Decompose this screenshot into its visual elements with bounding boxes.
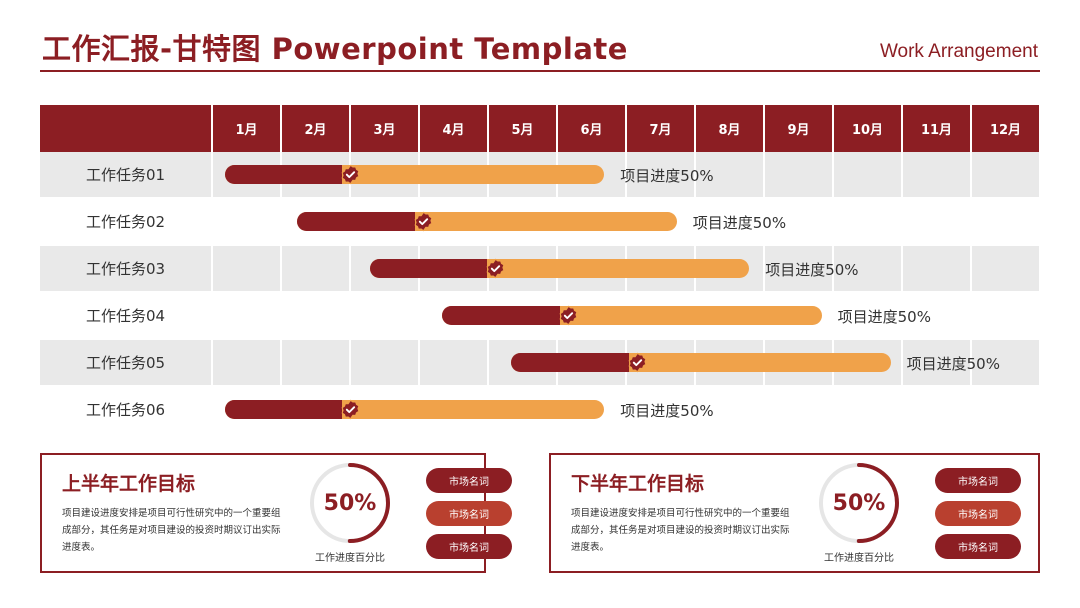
- month-header-6: 6月: [556, 105, 625, 152]
- progress-value: 50%: [833, 491, 886, 516]
- gantt-row: 工作任务05 项目进度50%: [40, 340, 1039, 385]
- task-progress-text: 项目进度50%: [837, 308, 931, 326]
- gantt-header-corner: [40, 105, 211, 152]
- task-label: 工作任务04: [85, 307, 166, 325]
- task-progress-text: 项目进度50%: [906, 355, 1000, 373]
- grid-line: [211, 340, 213, 385]
- task-bar-completed: [442, 306, 560, 325]
- month-header-7: 7月: [625, 105, 694, 152]
- grid-line: [763, 152, 765, 197]
- tag-pill-3[interactable]: 市场名词: [426, 534, 512, 559]
- progress-label: 工作进度百分比: [315, 553, 385, 564]
- grid-line: [211, 152, 213, 197]
- grid-line: [901, 246, 903, 291]
- task-bar-completed: [224, 165, 343, 184]
- task-bar[interactable]: [511, 352, 891, 373]
- month-header-8: 8月: [694, 105, 763, 152]
- progress-ring-arc: [310, 463, 390, 543]
- check-badge-icon: [340, 399, 361, 420]
- grid-line: [625, 152, 627, 197]
- grid-line: [901, 152, 903, 197]
- tag-pill-1[interactable]: 市场名词: [935, 468, 1021, 493]
- month-header-5: 5月: [487, 105, 556, 152]
- panel-title: 上半年工作目标: [62, 473, 196, 495]
- task-progress-text: 项目进度50%: [765, 261, 859, 279]
- first-half-goal-panel: 上半年工作目标 项目建设进度安排是项目可行性研究中的一个重要组成部分，其任务是对…: [40, 453, 512, 573]
- task-progress-text: 项目进度50%: [620, 167, 714, 185]
- tag-pill-2[interactable]: 市场名词: [935, 501, 1021, 526]
- grid-line: [970, 340, 972, 385]
- tag-pill-1[interactable]: 市场名词: [426, 468, 512, 493]
- second-half-goal-panel: 下半年工作目标 项目建设进度安排是项目可行性研究中的一个重要组成部分，其任务是对…: [549, 453, 1040, 573]
- progress-value: 50%: [324, 491, 377, 516]
- task-label: 工作任务06: [85, 401, 166, 419]
- gantt-header: 1月 2月 3月 4月 5月 6月 7月 8月 9月 10月 11月 12月: [40, 105, 1039, 152]
- grid-line: [418, 340, 420, 385]
- grid-line: [832, 246, 834, 291]
- task-bar-completed: [224, 400, 343, 419]
- month-header-9: 9月: [763, 105, 832, 152]
- title-divider: [40, 70, 1040, 72]
- grid-line: [694, 152, 696, 197]
- grid-line: [832, 152, 834, 197]
- gantt-chart: 1月 2月 3月 4月 5月 6月 7月 8月 9月 10月 11月 12月 工作任务01 项目进度50…: [40, 105, 1039, 434]
- task-bar-completed: [297, 212, 415, 231]
- task-label: 工作任务05: [85, 354, 166, 372]
- month-header-11: 11月: [901, 105, 970, 152]
- gantt-row: 工作任务02 项目进度50%: [40, 199, 1039, 244]
- task-bar[interactable]: [297, 211, 677, 232]
- grid-line: [349, 246, 351, 291]
- grid-line: [763, 246, 765, 291]
- grid-line: [901, 340, 903, 385]
- task-bar[interactable]: [369, 258, 750, 279]
- check-badge-icon: [340, 164, 361, 185]
- gantt-row: 工作任务01 项目进度50%: [40, 152, 1039, 197]
- grid-line: [280, 246, 282, 291]
- task-bar[interactable]: [224, 164, 605, 185]
- task-bar-completed: [511, 353, 629, 372]
- grid-line: [349, 340, 351, 385]
- month-header-1: 1月: [211, 105, 280, 152]
- check-badge-icon: [485, 258, 506, 279]
- gantt-row: 工作任务03 项目进度50%: [40, 246, 1039, 291]
- grid-line: [970, 152, 972, 197]
- panel-title: 下半年工作目标: [571, 473, 705, 495]
- page-title: 工作汇报-甘特图 Powerpoint Template: [42, 32, 628, 66]
- month-header-3: 3月: [349, 105, 418, 152]
- month-header-4: 4月: [418, 105, 487, 152]
- gantt-row: 工作任务06 项目进度50%: [40, 387, 1039, 432]
- progress-label: 工作进度百分比: [824, 553, 894, 564]
- panel-description: 项目建设进度安排是项目可行性研究中的一个重要组成部分，其任务是对项目建设的投资时…: [571, 508, 790, 553]
- grid-line: [970, 246, 972, 291]
- grid-line: [280, 340, 282, 385]
- task-label: 工作任务02: [85, 213, 166, 231]
- task-progress-text: 项目进度50%: [692, 214, 787, 232]
- grid-line: [487, 340, 489, 385]
- tag-pill-2[interactable]: 市场名词: [426, 501, 512, 526]
- tag-pill-3[interactable]: 市场名词: [935, 534, 1021, 559]
- check-badge-icon: [627, 352, 648, 373]
- panel-description: 项目建设进度安排是项目可行性研究中的一个重要组成部分，其任务是对项目建设的投资时…: [62, 508, 281, 553]
- task-label: 工作任务01: [85, 166, 166, 184]
- progress-ring: 50%: [310, 463, 390, 543]
- month-header-2: 2月: [280, 105, 349, 152]
- progress-ring: 50%: [819, 463, 899, 543]
- month-header-10: 10月: [832, 105, 901, 152]
- progress-ring-arc: [819, 463, 899, 543]
- task-progress-text: 项目进度50%: [620, 402, 714, 420]
- task-bar[interactable]: [442, 305, 822, 326]
- check-badge-icon: [558, 305, 579, 326]
- page-subtitle: Work Arrangement: [879, 41, 1038, 62]
- task-bar-completed: [369, 259, 488, 278]
- grid-line: [211, 246, 213, 291]
- month-header-12: 12月: [970, 105, 1039, 152]
- task-label: 工作任务03: [85, 260, 166, 278]
- check-badge-icon: [413, 211, 434, 232]
- gantt-row: 工作任务04 项目进度50%: [40, 293, 1039, 338]
- task-bar[interactable]: [224, 399, 605, 420]
